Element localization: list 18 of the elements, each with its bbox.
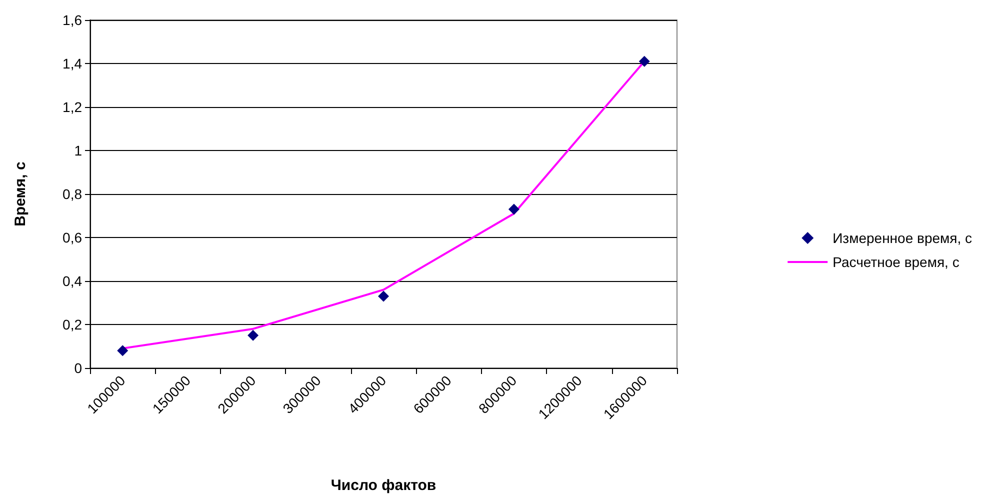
y-tick-label: 0 — [74, 360, 82, 376]
point — [117, 345, 128, 356]
y-tick-label: 1,2 — [62, 99, 82, 115]
point — [378, 290, 389, 302]
y-tick-label: 0,2 — [62, 316, 82, 332]
y-tick-label: 1 — [74, 142, 82, 158]
y-tick-label: 0,4 — [62, 273, 82, 289]
x-axis-title: Число фактов — [330, 477, 436, 494]
y-tick-label: 0,6 — [62, 230, 82, 246]
y-tick-label: 0,8 — [62, 186, 82, 202]
y-axis-title: Время, с — [12, 162, 29, 226]
point — [638, 56, 650, 67]
point — [248, 330, 259, 341]
y-tick-label: 1,4 — [62, 56, 82, 72]
y-tick-label: 1,6 — [62, 12, 82, 28]
point — [508, 204, 520, 215]
legend-label: Измеренное время, с — [832, 230, 972, 246]
legend-label: Расчетное время, с — [832, 254, 960, 270]
